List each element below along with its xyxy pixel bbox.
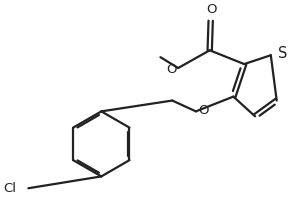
- Text: O: O: [167, 62, 177, 75]
- Text: O: O: [198, 104, 209, 117]
- Text: S: S: [278, 46, 287, 61]
- Text: Cl: Cl: [3, 182, 17, 195]
- Text: O: O: [206, 3, 217, 16]
